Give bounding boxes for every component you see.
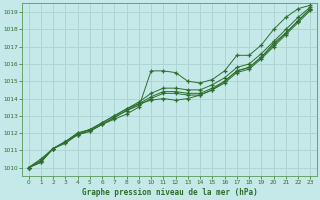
X-axis label: Graphe pression niveau de la mer (hPa): Graphe pression niveau de la mer (hPa) (82, 188, 257, 197)
